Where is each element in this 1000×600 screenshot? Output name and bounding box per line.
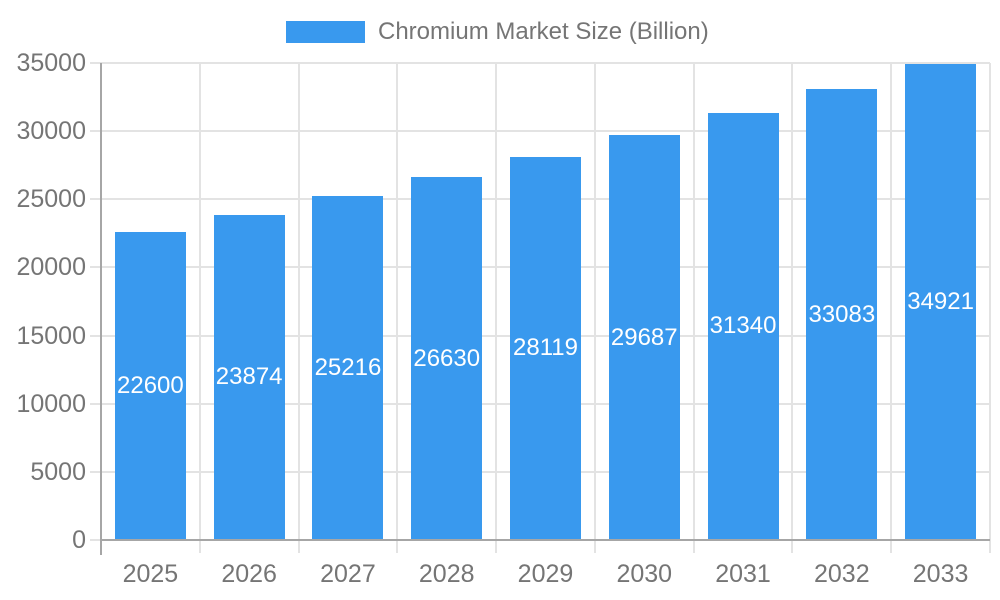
gridline-vertical xyxy=(198,63,201,540)
x-axis-label: 2031 xyxy=(715,560,771,588)
x-tick-mark xyxy=(890,540,893,553)
bar: 29687 xyxy=(608,135,680,540)
y-tick-mark xyxy=(90,402,101,405)
bar-value-label: 28119 xyxy=(513,334,578,362)
gridline-vertical xyxy=(593,63,596,540)
y-axis-label: 5000 xyxy=(30,457,86,486)
gridline-vertical xyxy=(989,63,991,540)
y-tick-mark xyxy=(90,266,101,269)
y-axis-label: 30000 xyxy=(16,117,86,146)
legend-label: Chromium Market Size (Billion) xyxy=(378,18,709,45)
gridline-vertical xyxy=(791,63,794,540)
x-tick-mark xyxy=(198,540,201,553)
bar-value-label: 23874 xyxy=(215,363,283,391)
bar: 28119 xyxy=(510,156,581,540)
bar-value-label: 31340 xyxy=(709,312,777,340)
y-axis-label: 35000 xyxy=(16,49,86,77)
y-axis-label: 15000 xyxy=(16,321,86,350)
bar: 22600 xyxy=(114,231,186,540)
gridline-horizontal xyxy=(101,62,990,64)
bar: 33083 xyxy=(806,89,878,540)
bar: 34921 xyxy=(905,64,977,540)
bar: 23874 xyxy=(213,214,285,540)
x-axis-line xyxy=(100,539,990,541)
y-axis-label: 0 xyxy=(72,526,86,554)
y-axis-label: 20000 xyxy=(16,253,86,282)
bar-value-label: 34921 xyxy=(907,288,974,316)
legend-item[interactable]: Chromium Market Size (Billion) xyxy=(286,18,709,45)
bar: 26630 xyxy=(411,177,483,540)
y-tick-mark xyxy=(90,334,101,337)
gridline-horizontal xyxy=(101,130,990,133)
x-tick-mark xyxy=(593,540,596,553)
gridline-vertical xyxy=(890,63,893,540)
y-axis-label: 10000 xyxy=(16,389,86,418)
gridline-vertical xyxy=(495,63,498,540)
y-tick-mark xyxy=(90,198,101,201)
y-tick-mark xyxy=(90,130,101,133)
y-tick-mark xyxy=(90,539,101,541)
x-axis-label: 2029 xyxy=(517,560,574,588)
x-axis-label: 2030 xyxy=(616,560,673,588)
bar-value-label: 22600 xyxy=(117,371,184,399)
x-axis-label: 2033 xyxy=(912,560,969,588)
x-axis-label: 2028 xyxy=(418,560,475,588)
gridline-vertical xyxy=(396,63,399,540)
x-tick-mark xyxy=(791,540,794,553)
legend-swatch xyxy=(286,21,365,43)
x-axis-label: 2025 xyxy=(122,560,179,588)
bar-value-label: 25216 xyxy=(314,354,382,382)
y-axis-label: 25000 xyxy=(16,185,86,214)
bar-value-label: 26630 xyxy=(413,344,481,372)
x-tick-mark xyxy=(989,540,991,553)
bar: 31340 xyxy=(707,112,779,540)
x-axis-label: 2032 xyxy=(814,560,870,588)
bar: 25216 xyxy=(312,196,384,540)
x-axis-label: 2027 xyxy=(320,560,376,588)
x-tick-mark xyxy=(396,540,399,553)
x-tick-mark xyxy=(692,540,695,553)
gridline-vertical xyxy=(692,63,695,540)
x-tick-mark xyxy=(495,540,498,553)
x-tick-mark xyxy=(297,540,300,553)
y-tick-mark xyxy=(90,62,101,64)
bar-value-label: 29687 xyxy=(610,323,678,351)
y-tick-mark xyxy=(90,470,101,473)
bar-value-label: 33083 xyxy=(808,300,876,328)
x-axis-label: 2026 xyxy=(221,560,277,588)
y-axis-line xyxy=(100,63,102,555)
gridline-vertical xyxy=(297,63,300,540)
